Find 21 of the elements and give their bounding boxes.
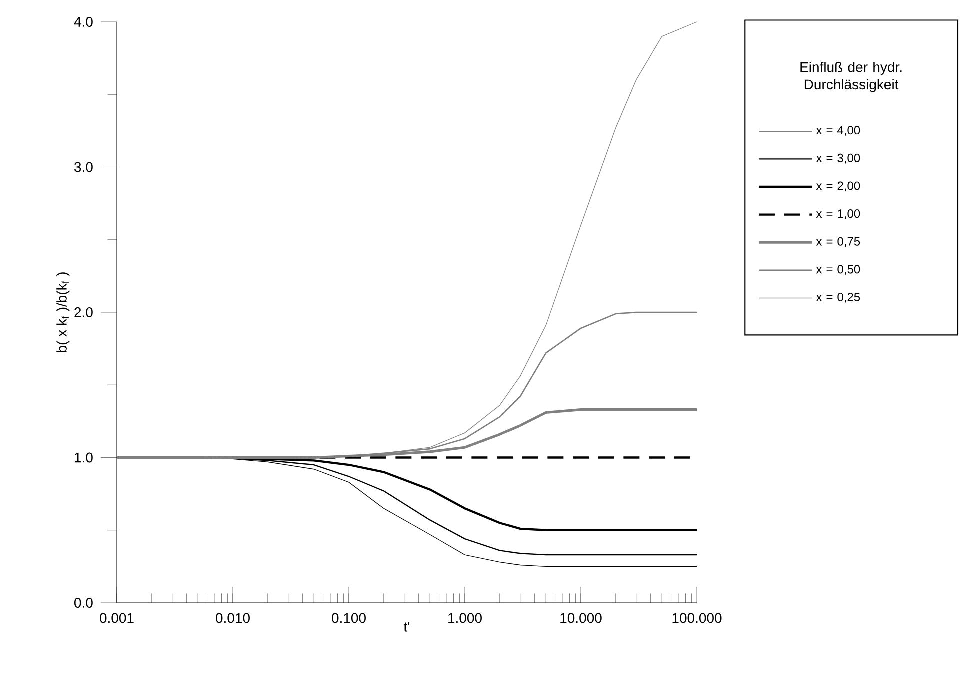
y-axis-title: b( x k$_{f}$ )/b(k$_{f}$ ) — [56, 272, 70, 352]
y-tick-label: 3.0 — [74, 162, 93, 172]
legend-label: x = 1,00 — [816, 210, 860, 220]
x-tick-label: 0.010 — [216, 613, 250, 624]
y-tick-label: 1.0 — [75, 452, 93, 463]
x-tick-label: 100.000 — [672, 613, 722, 624]
legend-label: x = 0,50 — [816, 265, 860, 276]
legend-label: x = 0,25 — [816, 292, 860, 303]
y-tick-label: 0.0 — [74, 598, 93, 608]
legend-label: x = 2,00 — [816, 182, 860, 192]
legend-label: x = 3,00 — [816, 154, 860, 164]
x-tick-label: 10.000 — [560, 613, 602, 624]
x-tick-label: 0.100 — [332, 613, 366, 624]
y-tick-label: 2.0 — [74, 308, 93, 318]
x-tick-label: 0.001 — [100, 613, 134, 624]
legend-title: Einfluß der hydr. Durchlässigkeit — [800, 62, 902, 92]
legend-label: x = 0,75 — [816, 237, 860, 248]
y-tick-label: 4.0 — [74, 17, 93, 27]
x-tick-label: 1.000 — [448, 613, 482, 624]
x-axis-title: t' — [404, 622, 410, 632]
legend-label: x = 4,00 — [816, 126, 860, 136]
